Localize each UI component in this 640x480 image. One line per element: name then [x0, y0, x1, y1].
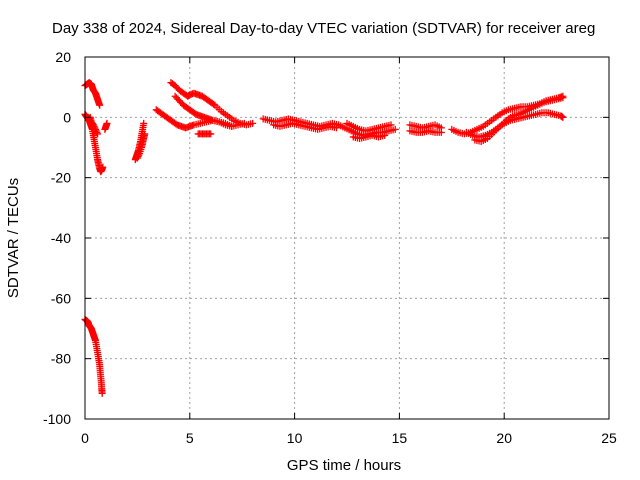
data-point — [437, 128, 445, 136]
data-point — [93, 128, 101, 136]
x-tick-label: 5 — [186, 430, 194, 446]
data-point — [92, 127, 100, 135]
data-point — [391, 125, 399, 133]
data-point — [140, 119, 148, 127]
x-tick-label: 15 — [392, 430, 408, 446]
data-point — [228, 122, 236, 130]
data-point — [381, 131, 389, 139]
data-point — [103, 119, 111, 127]
data-point — [249, 119, 257, 127]
y-tick-label: -100 — [43, 411, 71, 427]
data-point — [134, 153, 142, 161]
x-tick-label: 25 — [601, 430, 617, 446]
data-point — [96, 101, 104, 109]
data-point — [91, 125, 99, 133]
y-tick-label: -80 — [51, 351, 71, 367]
data-points — [81, 79, 567, 397]
y-tick-labels: -100 -80 -60 -40 -20 0 20 — [43, 49, 71, 427]
axis-ticks — [84, 56, 610, 420]
data-point — [99, 163, 107, 171]
y-tick-label: 0 — [63, 109, 71, 125]
data-point — [133, 154, 141, 162]
x-axis-label: GPS time / hours — [287, 457, 401, 474]
data-point — [141, 130, 149, 138]
data-point — [240, 119, 248, 127]
x-tick-label: 0 — [81, 430, 89, 446]
x-tick-label: 20 — [496, 430, 512, 446]
data-point — [98, 389, 106, 397]
x-tick-label: 10 — [287, 430, 303, 446]
data-point — [89, 121, 97, 129]
data-point — [559, 94, 567, 102]
data-point — [333, 124, 341, 132]
data-point — [559, 113, 567, 121]
data-point — [91, 124, 99, 132]
data-point — [90, 122, 98, 130]
chart-title: Day 338 of 2024, Sidereal Day-to-day VTE… — [52, 20, 595, 37]
x-tick-labels: 0 5 10 15 20 25 — [81, 430, 617, 446]
data-point — [207, 130, 215, 138]
y-axis-label: SDTVAR / TECUs — [5, 178, 22, 298]
y-tick-label: 20 — [55, 49, 71, 65]
data-point — [210, 100, 218, 108]
data-point — [94, 130, 102, 138]
data-point — [387, 121, 395, 129]
y-tick-label: -60 — [51, 290, 71, 306]
data-point — [135, 151, 143, 159]
grid-lines — [85, 57, 609, 419]
y-tick-label: -40 — [51, 230, 71, 246]
y-tick-label: -20 — [51, 170, 71, 186]
